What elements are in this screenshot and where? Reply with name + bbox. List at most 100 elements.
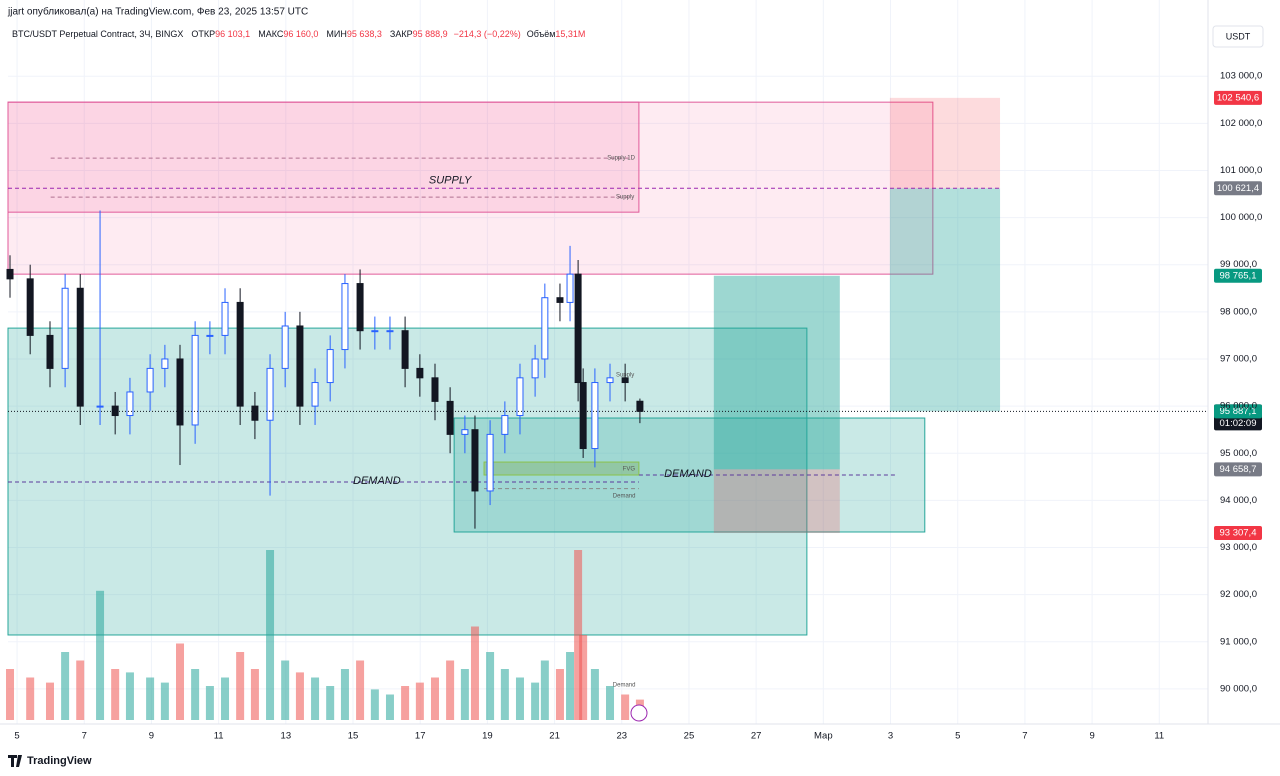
volume-bar [191,669,200,720]
x-tick-label: 25 [684,731,695,742]
volume-bar [566,652,575,720]
price-tag-label: 93 307,4 [1220,528,1257,539]
x-tick-label: 9 [149,731,154,742]
change: −214,3 (−0,22%) [454,29,521,39]
volume-bar [415,682,424,720]
x-tick-label: 5 [955,731,960,742]
candle-body [176,358,184,426]
candle-body [26,278,34,336]
y-tick-label: 90 000,0 [1220,683,1257,694]
volume-bar [340,669,349,720]
volume-bar [590,669,599,720]
ohlc-key: МИН [326,29,346,39]
candle-body [471,429,479,492]
volume-bar [176,643,185,720]
price-tag [1214,526,1262,541]
volume-bar [531,682,540,720]
volume-bar [385,694,394,720]
price-timer: 01:02:09 [1220,418,1257,429]
y-tick-label: 97 000,0 [1220,353,1257,364]
volume-bar [401,686,410,720]
candle-body [386,330,394,333]
x-tick-label: Мар [814,731,833,742]
footer: TradingView [27,755,92,767]
annotation: DEMAND [353,475,401,487]
volume-bar [460,669,469,720]
symbol: BTC/USDT Perpetual Contract, 3Ч, BINGX [12,29,183,39]
x-tick-label: 27 [751,731,762,742]
x-tick-label: 11 [1154,731,1164,742]
x-tick-label: 17 [415,731,426,742]
candle-body [541,297,549,360]
volume-bar [266,550,275,720]
x-tick-label: 15 [348,731,359,742]
ohlc-value: 96 160,0 [283,29,318,39]
volume-bar [311,677,320,720]
annotation: FVG [623,467,636,473]
candle-body [191,334,199,426]
y-tick-label: 100 000,0 [1220,212,1262,223]
volume-bar [111,669,120,720]
volume-bar [555,669,564,720]
candle-body [501,415,509,435]
candle-body [206,334,214,337]
volume-bar [61,652,70,720]
candle-body [401,330,409,369]
volume-bar [574,550,583,720]
candle-body [486,433,494,492]
volume-bar [326,686,335,720]
volume-bar [76,660,85,720]
candle-body [146,367,154,393]
candle-body [579,382,587,450]
y-tick-label: 102 000,0 [1220,118,1262,129]
volume-bar [125,672,134,720]
y-tick-label: 96 000,0 [1220,401,1257,412]
candle-body [221,301,229,336]
price-tag [1214,268,1262,283]
y-tick-label: 94 000,0 [1220,495,1257,506]
price-tag-label: 94 658,7 [1220,464,1257,475]
volume-bar [281,660,290,720]
annotation: Supply [616,195,634,201]
volume-bar [430,677,439,720]
symbol-line: BTC/USDT Perpetual Contract, 3Ч, BINGX ОТ… [12,29,585,39]
candle-body [61,287,69,369]
y-tick-label: 103 000,0 [1220,71,1262,82]
candle-body [556,297,564,303]
volume-bar [236,652,245,720]
annotation: Demand [613,683,636,689]
volume-bar [221,677,230,720]
annotation: SUPPLY [429,175,472,187]
x-tick-label: 3 [888,731,893,742]
candle-body [46,334,54,369]
logo [8,755,22,767]
ohlc-value: 95 888,9 [413,29,448,39]
candle-body [636,400,644,412]
candle-body [96,405,104,408]
candle-body [311,382,319,407]
volume-bar [26,677,35,720]
currency-button[interactable] [1212,25,1264,48]
volume-bar [370,689,379,720]
volume-bar [500,669,509,720]
currency[interactable]: USDT [1226,31,1251,41]
x-tick-label: 5 [14,731,19,742]
candle-body [111,405,119,417]
candle-body [161,358,169,369]
price-tag-label: 102 540,6 [1217,92,1259,103]
price-tag [1214,404,1262,419]
ohlc-key: ЗАКР [390,29,413,39]
y-tick-label: 93 000,0 [1220,542,1257,553]
volume-value: 15,31M [555,29,585,39]
annotation: Demand [613,494,636,500]
candle-body [296,325,304,407]
price-tag [1214,462,1262,477]
x-tick-label: 7 [82,731,87,742]
volume-bar [515,677,524,720]
volume-bar [470,626,479,720]
zone [483,461,640,476]
x-tick-label: 9 [1089,731,1094,742]
candle-body [371,330,379,333]
alert-icon[interactable] [630,704,648,722]
